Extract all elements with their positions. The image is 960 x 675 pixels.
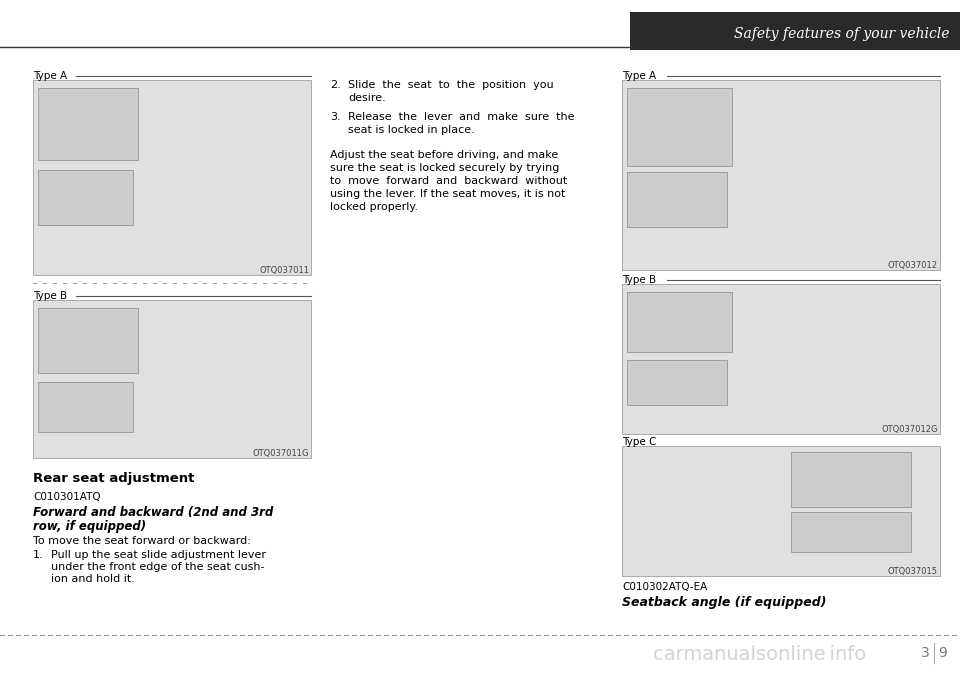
Bar bbox=[622, 284, 940, 434]
Bar bbox=[622, 446, 940, 576]
Text: under the front edge of the seat cush-: under the front edge of the seat cush- bbox=[51, 562, 265, 572]
Bar bbox=[627, 292, 732, 352]
Text: Type B: Type B bbox=[33, 291, 67, 301]
Text: OTQ037011G: OTQ037011G bbox=[252, 449, 309, 458]
Bar bbox=[38, 308, 138, 373]
Text: seat is locked in place.: seat is locked in place. bbox=[348, 125, 475, 135]
Text: 3.: 3. bbox=[330, 112, 341, 122]
Text: OTQ037012G: OTQ037012G bbox=[881, 425, 938, 434]
Bar bbox=[38, 382, 133, 432]
Bar bbox=[791, 512, 911, 552]
Bar bbox=[627, 172, 727, 227]
Text: Rear seat adjustment: Rear seat adjustment bbox=[33, 472, 194, 485]
Bar bbox=[791, 452, 911, 507]
Text: To move the seat forward or backward:: To move the seat forward or backward: bbox=[33, 536, 251, 546]
Text: OTQ037011: OTQ037011 bbox=[259, 266, 309, 275]
Text: Slide  the  seat  to  the  position  you: Slide the seat to the position you bbox=[348, 80, 554, 90]
Bar bbox=[622, 80, 940, 270]
Text: Type A: Type A bbox=[622, 71, 656, 81]
Text: sure the seat is locked securely by trying: sure the seat is locked securely by tryi… bbox=[330, 163, 560, 173]
Text: Type C: Type C bbox=[622, 437, 657, 447]
Text: ion and hold it.: ion and hold it. bbox=[51, 574, 134, 584]
Text: Type A: Type A bbox=[33, 71, 67, 81]
Text: Adjust the seat before driving, and make: Adjust the seat before driving, and make bbox=[330, 150, 559, 160]
Bar bbox=[627, 360, 727, 405]
Bar bbox=[33, 80, 311, 275]
Text: Type B: Type B bbox=[622, 275, 656, 285]
Text: C010302ATQ-EA: C010302ATQ-EA bbox=[622, 582, 708, 592]
Bar bbox=[630, 12, 960, 50]
Text: carmanualsonline info: carmanualsonline info bbox=[654, 645, 867, 664]
Text: Seatback angle (if equipped): Seatback angle (if equipped) bbox=[622, 596, 827, 609]
Bar bbox=[38, 88, 138, 160]
Text: locked properly.: locked properly. bbox=[330, 202, 418, 212]
Text: 2.: 2. bbox=[330, 80, 341, 90]
Text: row, if equipped): row, if equipped) bbox=[33, 520, 146, 533]
Text: Safety features of your vehicle: Safety features of your vehicle bbox=[734, 27, 950, 41]
Text: Forward and backward (2nd and 3rd: Forward and backward (2nd and 3rd bbox=[33, 506, 274, 519]
Text: desire.: desire. bbox=[348, 93, 386, 103]
Text: 3: 3 bbox=[922, 646, 930, 660]
Text: to  move  forward  and  backward  without: to move forward and backward without bbox=[330, 176, 567, 186]
Text: 9: 9 bbox=[938, 646, 947, 660]
Text: C010301ATQ: C010301ATQ bbox=[33, 492, 101, 502]
Bar bbox=[627, 88, 732, 166]
Text: 1.: 1. bbox=[33, 550, 43, 560]
Text: OTQ037015: OTQ037015 bbox=[888, 567, 938, 576]
Text: Release  the  lever  and  make  sure  the: Release the lever and make sure the bbox=[348, 112, 574, 122]
Text: OTQ037012: OTQ037012 bbox=[888, 261, 938, 270]
Bar bbox=[33, 300, 311, 458]
Bar bbox=[38, 170, 133, 225]
Text: using the lever. If the seat moves, it is not: using the lever. If the seat moves, it i… bbox=[330, 189, 565, 199]
Text: Pull up the seat slide adjustment lever: Pull up the seat slide adjustment lever bbox=[51, 550, 266, 560]
